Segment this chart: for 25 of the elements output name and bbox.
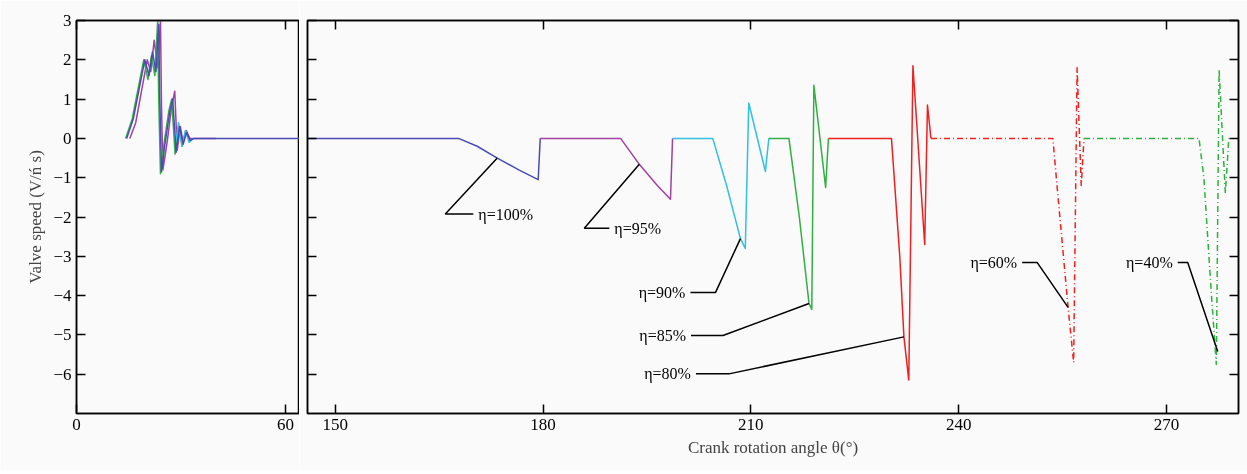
annotation: η=85% [639, 326, 687, 345]
y-tick-label: 1 [63, 89, 72, 109]
x-tick-label: 60 [277, 414, 295, 434]
y-tick-label: −4 [53, 286, 72, 306]
annotation: η=90% [638, 284, 686, 303]
annotation: η=80% [644, 365, 691, 384]
y-tick-label: 3 [63, 11, 72, 30]
x-tick-label: 180 [530, 414, 556, 434]
y-tick-label: −5 [53, 325, 72, 345]
x-tick-label: 210 [738, 414, 764, 434]
annotation: η=100% [478, 205, 534, 224]
y-tick-label: 0 [63, 128, 72, 148]
annotation: η=40% [1126, 253, 1173, 272]
x-tick-label: 270 [1153, 414, 1180, 434]
x-axis-title: Crank rotation angle θ(°) [687, 437, 859, 457]
x-tick-label: 240 [945, 414, 972, 434]
annotation: η=60% [970, 253, 1018, 272]
y-axis-title: Valve speed (V/ń s) [26, 150, 46, 284]
x-tick-label: 150 [322, 414, 348, 434]
y-tick-label: −6 [53, 364, 72, 384]
y-tick-label: −3 [53, 246, 72, 266]
y-tick-label: −2 [53, 207, 72, 227]
y-tick-label: −1 [53, 168, 72, 188]
y-tick-label: 2 [63, 50, 72, 70]
annotation: η=95% [614, 219, 662, 238]
